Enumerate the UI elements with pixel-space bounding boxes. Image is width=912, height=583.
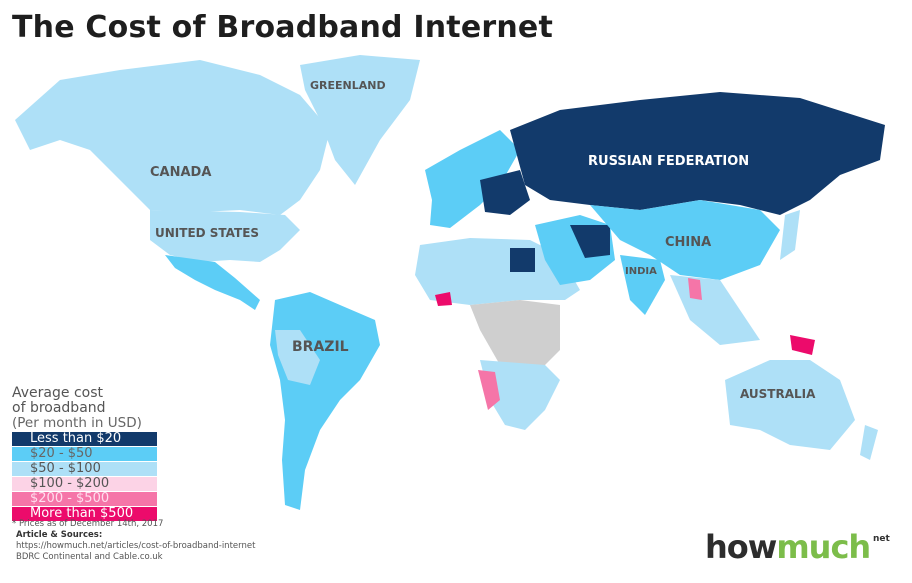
region-united-states — [150, 210, 300, 262]
region-australia — [725, 360, 855, 450]
region-burkina-faso — [435, 292, 452, 306]
logo-net: net — [873, 534, 890, 544]
legend-item: $200 - $500 — [12, 492, 157, 506]
legend-item: $50 - $100 — [12, 462, 157, 476]
source-url[interactable]: https://howmuch.net/articles/cost-of-bro… — [16, 541, 256, 551]
sources-label: Article & Sources: — [16, 530, 103, 540]
legend-title-2: of broadband — [12, 400, 106, 416]
legend-subtitle: (Per month in USD) — [12, 415, 142, 431]
region-south-america — [270, 292, 380, 510]
region-papua-new-guinea — [790, 335, 815, 355]
label-brazil: BRAZIL — [292, 339, 349, 355]
region-new-zealand — [860, 425, 878, 460]
region-russia — [510, 92, 885, 215]
label-china: CHINA — [665, 235, 711, 250]
legend: Average cost of broadband (Per month in … — [12, 386, 160, 521]
region-peru-bolivia — [275, 330, 320, 385]
label-australia: AUSTRALIA — [740, 387, 816, 401]
logo-much: much — [776, 528, 871, 566]
region-egypt — [510, 248, 535, 272]
label-greenland: GREENLAND — [310, 79, 386, 92]
label-india: INDIA — [625, 266, 657, 277]
howmuch-logo: howmuch net — [705, 528, 890, 566]
region-japan — [780, 210, 800, 260]
legend-item: $20 - $50 — [12, 447, 157, 461]
legend-title-1: Average cost — [12, 385, 103, 401]
region-namibia — [478, 370, 500, 410]
region-laos — [688, 278, 702, 300]
logo-how: how — [705, 528, 777, 566]
legend-item: $100 - $200 — [12, 477, 157, 491]
source-2: BDRC Continental and Cable.co.uk — [16, 552, 163, 562]
label-russia: RUSSIAN FEDERATION — [588, 154, 749, 169]
legend-item: Less than $20 — [12, 432, 157, 446]
legend-item: More than $500 — [12, 507, 157, 521]
label-united-states: UNITED STATES — [155, 226, 259, 240]
region-china-central-asia — [590, 200, 780, 280]
region-north-africa — [415, 238, 580, 305]
region-southern-africa — [480, 360, 560, 430]
region-alaska-canada — [15, 60, 330, 215]
region-mexico-central-america — [165, 255, 260, 310]
region-greenland — [300, 55, 420, 185]
region-europe-east — [480, 170, 530, 215]
region-central-africa — [470, 300, 560, 370]
price-note: * Prices as of December 14th, 2017 — [12, 519, 164, 529]
region-india — [620, 255, 665, 315]
region-iran — [570, 225, 610, 258]
page-title: The Cost of Broadband Internet — [12, 10, 554, 45]
region-europe-west — [425, 130, 520, 228]
label-canada: CANADA — [150, 165, 211, 180]
region-southeast-asia — [670, 275, 760, 345]
